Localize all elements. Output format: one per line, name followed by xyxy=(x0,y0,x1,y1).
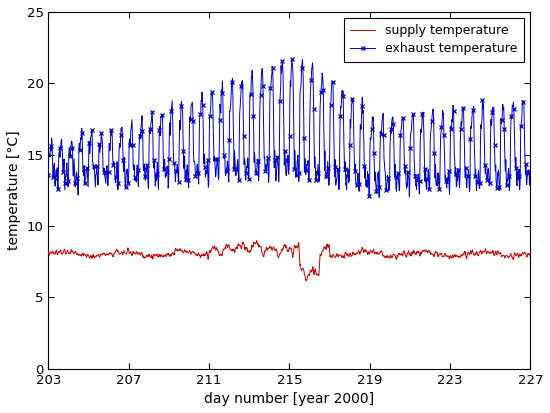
exhaust temperature xyxy=(299,62,305,66)
exhaust temperature xyxy=(376,195,382,200)
exhaust temperature xyxy=(126,136,133,141)
supply temperature xyxy=(527,255,534,260)
exhaust temperature xyxy=(309,64,315,69)
supply temperature xyxy=(253,238,260,243)
exhaust temperature xyxy=(254,158,261,163)
exhaust temperature xyxy=(527,168,534,173)
exhaust temperature xyxy=(45,173,52,178)
Legend: supply temperature, exhaust temperature: supply temperature, exhaust temperature xyxy=(344,18,524,62)
exhaust temperature xyxy=(289,57,295,62)
Line: exhaust temperature: exhaust temperature xyxy=(46,57,533,200)
exhaust temperature xyxy=(207,103,214,108)
exhaust temperature xyxy=(109,135,116,140)
supply temperature xyxy=(109,252,116,257)
supply temperature xyxy=(299,267,305,272)
supply temperature xyxy=(303,278,310,283)
supply temperature xyxy=(255,241,261,246)
supply temperature xyxy=(309,267,316,272)
X-axis label: day number [year 2000]: day number [year 2000] xyxy=(204,392,375,406)
supply temperature xyxy=(45,249,52,254)
Line: supply temperature: supply temperature xyxy=(48,241,530,281)
supply temperature xyxy=(207,249,214,254)
supply temperature xyxy=(126,251,133,256)
Y-axis label: temperature [°C]: temperature [°C] xyxy=(7,131,21,250)
